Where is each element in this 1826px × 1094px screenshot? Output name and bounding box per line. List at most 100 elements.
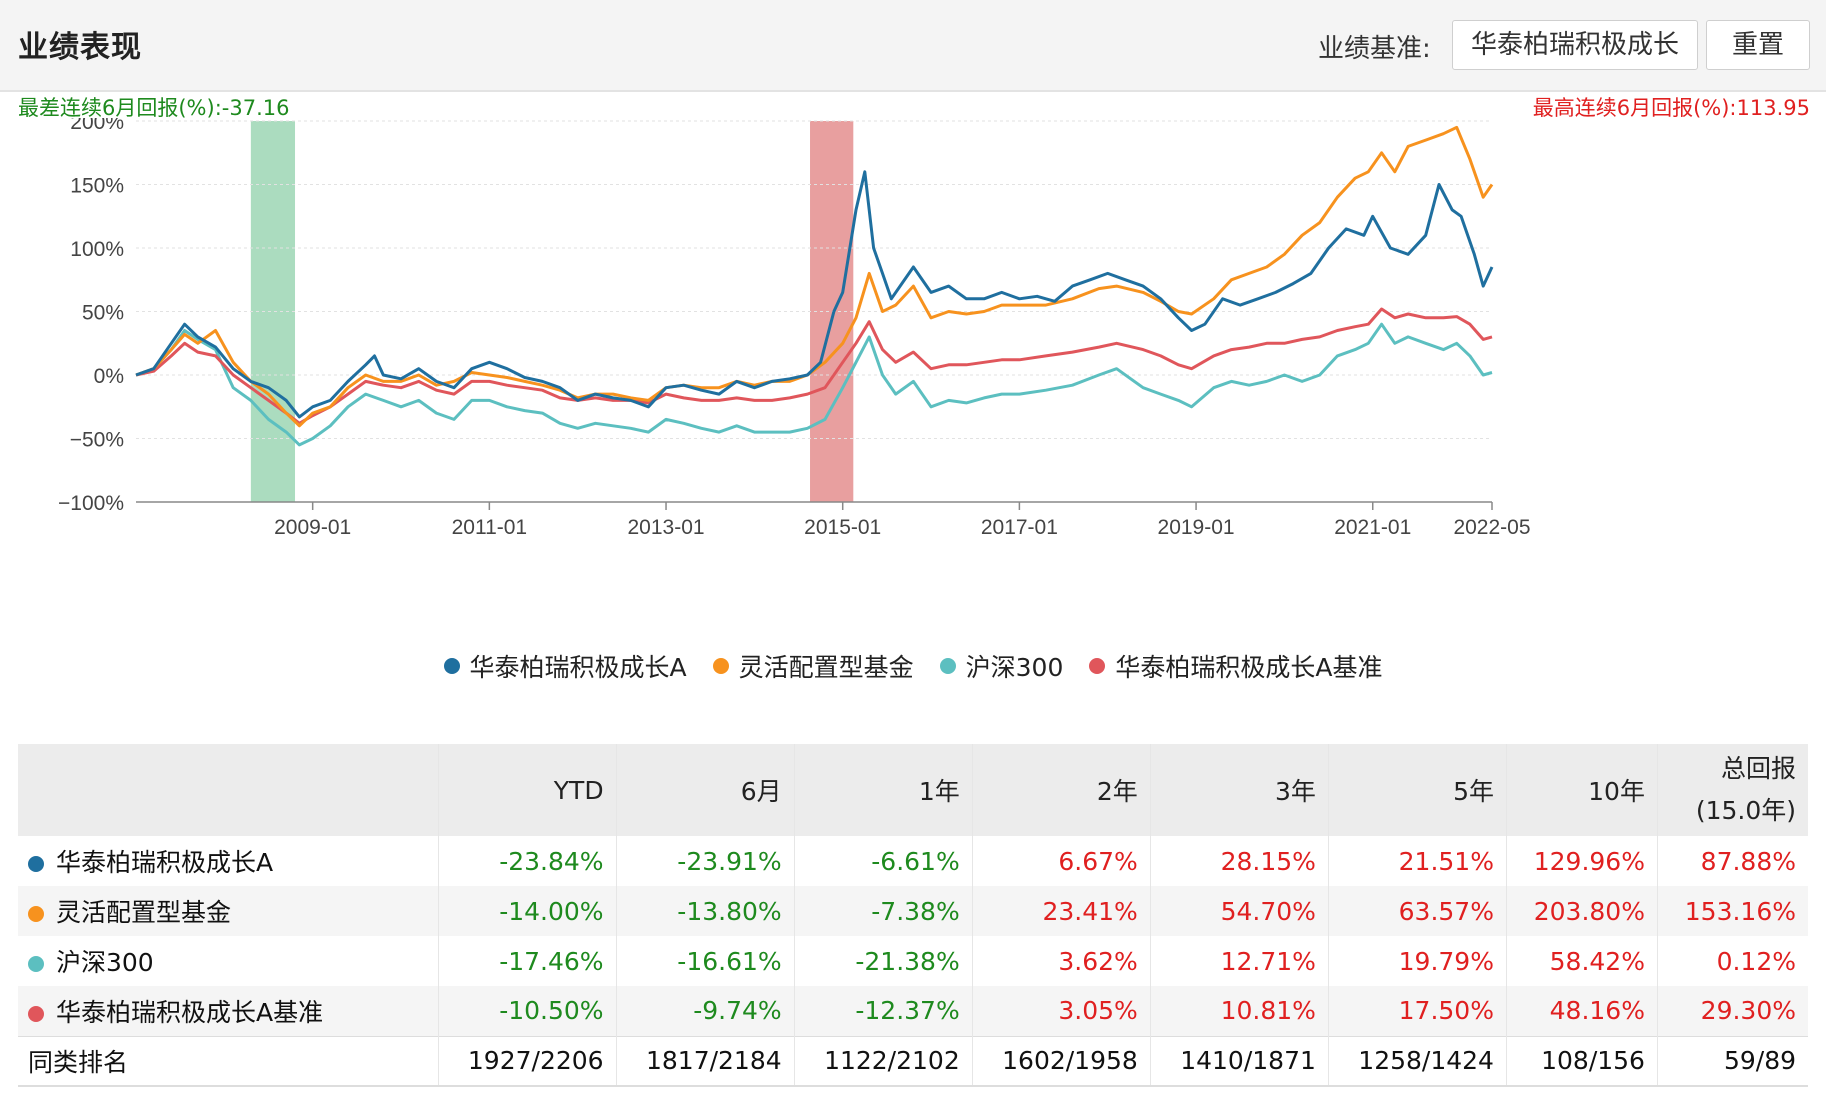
table-cell: -21.38% (794, 936, 973, 986)
worst-6m-return: 最差连续6月回报(%):-37.16 (18, 96, 290, 120)
table-cell: -23.84% (438, 836, 617, 886)
header-2y: 2年 (972, 744, 1151, 836)
reset-button[interactable]: 重置 (1706, 20, 1810, 70)
table-cell: 58.42% (1506, 936, 1658, 986)
table-body: 华泰柏瑞积极成长A -23.84% -23.91% -6.61% 6.67% 28.15%… (18, 836, 1808, 1087)
series-line-hs300 (135, 322, 1493, 447)
performance-table: YTD 6月 1年 2年 3年 5年 10年 总回报 (15.0年) 华泰柏瑞积… (18, 744, 1808, 1087)
legend-dot-icon (443, 658, 460, 674)
x-tick-label: 2022-05 (1453, 516, 1530, 539)
performance-chart[interactable]: 200% 150% 100% 50% 0% −50% −100% 2009-01 2011-01… (0, 118, 1826, 648)
row-name-cell: 灵活配置型基金 (18, 886, 439, 936)
rank-cell: 1258/1424 (1328, 1035, 1507, 1087)
table-cell: -17.46% (438, 936, 617, 986)
y-tick-label: −100% (58, 492, 124, 515)
header-1y: 1年 (794, 744, 973, 836)
header-6m: 6月 (616, 744, 795, 836)
page-title: 业绩表现 (18, 30, 142, 65)
rank-row-name: 同类排名 (18, 1035, 439, 1087)
table-cell: -6.61% (794, 836, 973, 886)
x-tick-label: 2017-01 (981, 516, 1058, 539)
legend-item-fund[interactable]: 华泰柏瑞积极成长A (443, 648, 687, 684)
table-cell: -14.00% (438, 886, 617, 936)
row-name: 华泰柏瑞积极成长A (56, 848, 274, 877)
table-cell: 3.62% (972, 936, 1151, 986)
rank-row: 同类排名 1927/2206 1817/2184 1122/2102 1602/1958… (18, 1035, 1808, 1087)
series-dot-icon (28, 856, 44, 872)
table-cell: -13.80% (616, 886, 795, 936)
header-total-line2: (15.0年) (1695, 796, 1796, 825)
rank-cell: 1927/2206 (438, 1035, 617, 1087)
header: 业绩表现 业绩基准: 华泰柏瑞积极成长 重置 (0, 0, 1826, 92)
x-tick-label: 2019-01 (1158, 516, 1235, 539)
row-name: 灵活配置型基金 (56, 898, 232, 927)
benchmark-select[interactable]: 华泰柏瑞积极成长 (1452, 20, 1698, 70)
table-cell: 6.67% (972, 836, 1151, 886)
table-cell: 54.70% (1150, 886, 1329, 936)
y-tick-label: 100% (70, 238, 124, 261)
table-cell: -23.91% (616, 836, 795, 886)
row-name: 华泰柏瑞积极成长A基准 (56, 997, 324, 1027)
table-cell: 3.05% (972, 986, 1151, 1036)
x-tick-label: 2011-01 (452, 516, 528, 539)
rank-cell: 1122/2102 (794, 1035, 973, 1087)
y-tick-label: −50% (70, 429, 124, 452)
y-tick-label: 150% (70, 175, 124, 198)
rank-cell: 108/156 (1506, 1035, 1658, 1087)
legend-dot-icon (712, 658, 729, 674)
series-dot-icon (28, 1005, 44, 1022)
table-cell: 29.30% (1700, 996, 1796, 1026)
benchmark-label: 业绩基准: (1318, 34, 1431, 64)
best-6m-return: 最高连续6月回报(%):113.95 (1532, 96, 1810, 120)
header-total: 总回报 (15.0年) (1657, 744, 1808, 836)
table-cell: 153.16% (1684, 896, 1796, 926)
legend-label: 灵活配置型基金 (738, 653, 914, 682)
rank-cell: 59/89 (1657, 1035, 1808, 1087)
series-dot-icon (28, 956, 44, 972)
table-cell: 23.41% (972, 886, 1151, 936)
legend-item-benchmark[interactable]: 华泰柏瑞积极成长A基准 (1089, 648, 1382, 684)
table-cell: 21.51% (1328, 836, 1507, 886)
table-cell: 63.57% (1328, 886, 1507, 936)
rank-cell: 1410/1871 (1150, 1035, 1329, 1087)
series-line-category (135, 125, 1494, 428)
row-name-cell: 华泰柏瑞积极成长A (18, 836, 439, 886)
table-header-row: YTD 6月 1年 2年 3年 5年 10年 总回报 (15.0年) (18, 744, 1808, 836)
legend-dot-icon (1089, 658, 1106, 674)
legend-label: 沪深300 (965, 653, 1064, 682)
header-total-line1: 总回报 (1720, 754, 1796, 783)
table-cell: -16.61% (616, 936, 795, 986)
row-name: 沪深300 (56, 948, 154, 977)
x-tick-label: 2015-01 (804, 516, 881, 539)
table-cell: 10.81% (1150, 986, 1329, 1036)
header-name-cell (18, 744, 439, 836)
table-cell: 48.16% (1506, 986, 1658, 1036)
rank-cell: 1602/1958 (972, 1035, 1151, 1087)
table-cell: 17.50% (1328, 986, 1507, 1036)
series-dot-icon (28, 906, 44, 922)
row-name-cell: 沪深300 (18, 936, 439, 986)
legend-item-category[interactable]: 灵活配置型基金 (712, 648, 914, 684)
table-cell: 0.12% (1716, 946, 1796, 976)
y-tick-label: 50% (82, 302, 124, 325)
table-cell: 87.88% (1700, 846, 1796, 876)
table-cell: 203.80% (1506, 886, 1658, 936)
chart-legend: 华泰柏瑞积极成长A 灵活配置型基金 沪深300 华泰柏瑞积极成长A基准 (0, 648, 1826, 684)
y-tick-label: 200% (70, 118, 124, 134)
legend-dot-icon (939, 658, 956, 674)
legend-label: 华泰柏瑞积极成长A基准 (1115, 653, 1383, 682)
y-tick-label: 0% (94, 365, 124, 388)
legend-item-hs300[interactable]: 沪深300 (939, 648, 1064, 684)
x-tick-label: 2009-01 (274, 516, 351, 539)
series-line-benchmark (135, 307, 1493, 425)
table-cell: -7.38% (794, 886, 973, 936)
rank-cell: 1817/2184 (616, 1035, 795, 1087)
table-row: 华泰柏瑞积极成长A -23.84% -23.91% -6.61% 6.67% 28.15%… (18, 836, 1808, 886)
table-cell: -12.37% (794, 986, 973, 1036)
header-5y: 5年 (1328, 744, 1507, 836)
table-cell: 19.79% (1328, 936, 1507, 986)
table-cell: 12.71% (1150, 936, 1329, 986)
table-row: 灵活配置型基金 -14.00% -13.80% -7.38% 23.41% 54.70% 6… (18, 886, 1808, 936)
table-cell: 129.96% (1506, 836, 1658, 886)
header-ytd: YTD (438, 744, 617, 836)
